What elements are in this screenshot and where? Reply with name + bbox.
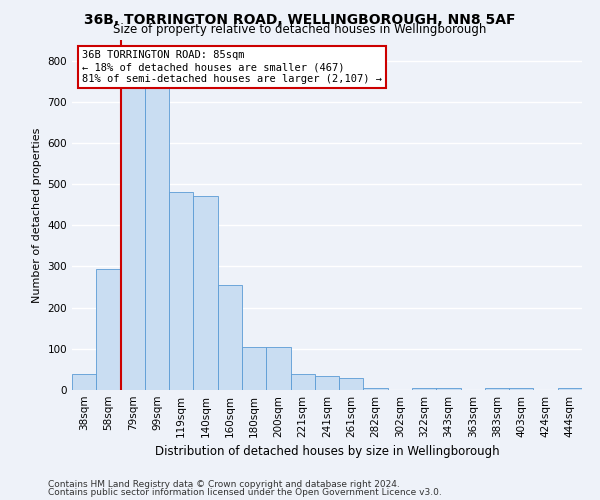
Bar (485, 388, 509, 390)
Bar (315, 376, 339, 390)
Text: 36B TORRINGTON ROAD: 85sqm
← 18% of detached houses are smaller (467)
81% of sem: 36B TORRINGTON ROAD: 85sqm ← 18% of deta… (82, 50, 382, 84)
Bar (218, 285, 242, 390)
Bar (412, 388, 436, 390)
Bar (436, 388, 461, 390)
Bar (121, 77, 145, 390)
X-axis label: Distribution of detached houses by size in Wellingborough: Distribution of detached houses by size … (155, 446, 499, 458)
Bar (558, 388, 582, 390)
Text: Contains public sector information licensed under the Open Government Licence v3: Contains public sector information licen… (48, 488, 442, 497)
Text: Size of property relative to detached houses in Wellingborough: Size of property relative to detached ho… (113, 24, 487, 36)
Text: 36B, TORRINGTON ROAD, WELLINGBOROUGH, NN8 5AF: 36B, TORRINGTON ROAD, WELLINGBOROUGH, NN… (84, 12, 516, 26)
Bar (193, 196, 218, 390)
Bar (339, 378, 364, 390)
Text: Contains HM Land Registry data © Crown copyright and database right 2024.: Contains HM Land Registry data © Crown c… (48, 480, 400, 489)
Bar (169, 192, 193, 390)
Bar (242, 347, 266, 390)
Bar (509, 388, 533, 390)
Bar (266, 347, 290, 390)
Bar (145, 69, 169, 390)
Bar (96, 268, 121, 390)
Y-axis label: Number of detached properties: Number of detached properties (32, 128, 42, 302)
Bar (364, 388, 388, 390)
Bar (72, 374, 96, 390)
Bar (290, 374, 315, 390)
